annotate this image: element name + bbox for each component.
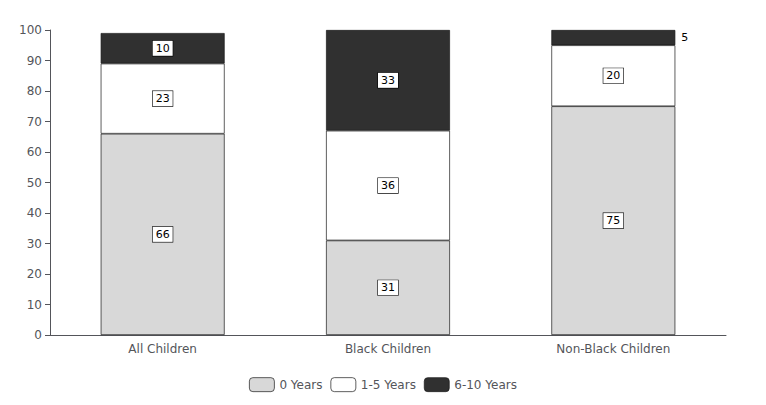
svg-text:60: 60 — [27, 145, 42, 159]
svg-text:0: 0 — [34, 328, 42, 342]
svg-text:5: 5 — [681, 31, 688, 44]
svg-text:1-5 Years: 1-5 Years — [361, 378, 416, 392]
svg-text:100: 100 — [19, 23, 42, 37]
svg-text:30: 30 — [27, 237, 42, 251]
svg-text:40: 40 — [27, 206, 42, 220]
svg-text:Black Children: Black Children — [345, 342, 431, 356]
svg-text:31: 31 — [381, 281, 395, 294]
svg-text:36: 36 — [381, 179, 395, 192]
svg-text:10: 10 — [27, 298, 42, 312]
svg-text:75: 75 — [606, 214, 620, 227]
svg-text:80: 80 — [27, 84, 42, 98]
svg-text:50: 50 — [27, 176, 42, 190]
svg-text:90: 90 — [27, 54, 42, 68]
svg-text:20: 20 — [606, 69, 620, 82]
svg-text:0 Years: 0 Years — [279, 378, 322, 392]
svg-text:Non-Black Children: Non-Black Children — [556, 342, 670, 356]
svg-text:23: 23 — [156, 92, 170, 105]
svg-text:66: 66 — [156, 228, 170, 241]
svg-text:6-10 Years: 6-10 Years — [454, 378, 517, 392]
svg-text:All Children: All Children — [128, 342, 197, 356]
svg-text:70: 70 — [27, 115, 42, 129]
svg-text:10: 10 — [156, 42, 170, 55]
svg-text:20: 20 — [27, 267, 42, 281]
svg-text:33: 33 — [381, 74, 395, 87]
